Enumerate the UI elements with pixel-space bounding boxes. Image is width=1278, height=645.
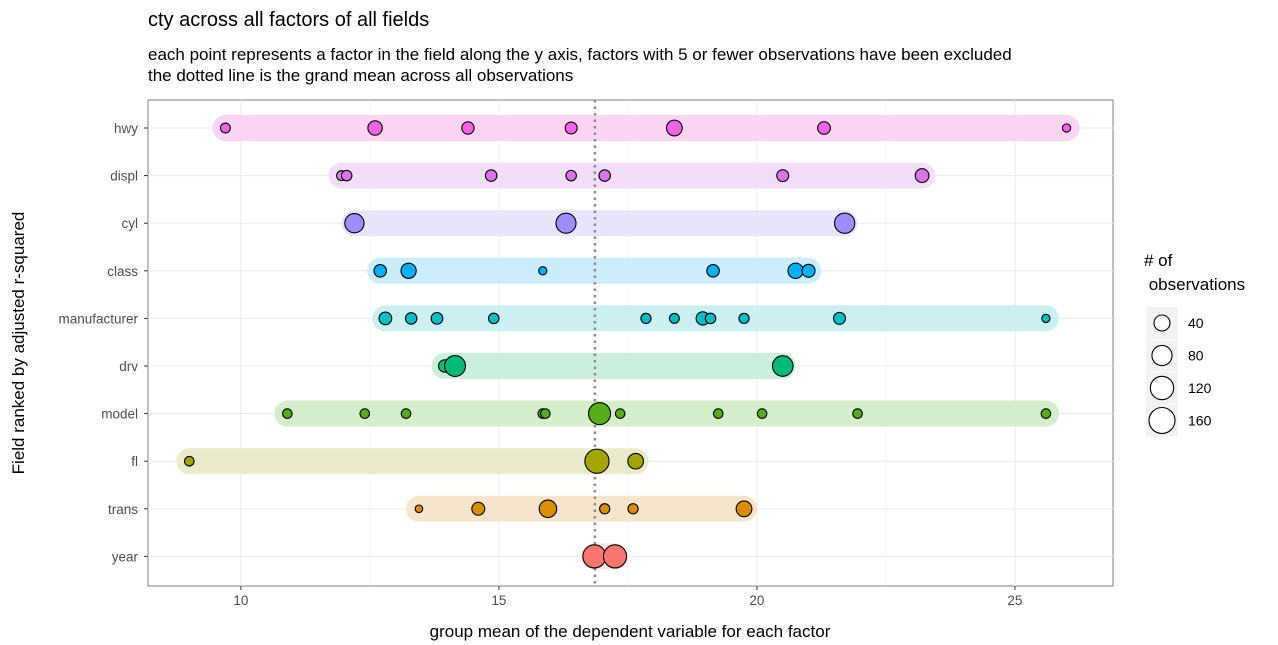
point-model [359, 408, 371, 419]
point-class [538, 266, 548, 276]
point-model [282, 408, 293, 419]
point-displ [484, 169, 498, 182]
y-tick-label: manufacturer [58, 311, 138, 326]
point-trans [599, 503, 611, 515]
point-manufacturer [404, 312, 418, 325]
y-tick-label: trans [108, 502, 138, 517]
point-hwy [219, 122, 231, 134]
point-class [400, 262, 417, 279]
point-manufacturer [430, 311, 444, 325]
point-manufacturer [832, 311, 847, 325]
point-model [400, 408, 412, 419]
point-cyl [555, 212, 577, 234]
point-class [706, 263, 720, 278]
point-manufacturer [378, 311, 393, 326]
point-manufacturer [704, 312, 717, 325]
point-hwy [1061, 123, 1072, 133]
point-hwy [461, 121, 475, 135]
point-year [602, 544, 628, 569]
legend-key-label: 80 [1188, 348, 1204, 364]
point-model [756, 408, 768, 419]
point-class [787, 262, 804, 280]
point-manufacturer [1041, 313, 1051, 324]
y-tick-label: class [107, 264, 138, 279]
point-hwy [665, 119, 683, 137]
y-tick-label: hwy [114, 121, 138, 136]
legend-key-label: 120 [1188, 380, 1212, 396]
point-hwy [817, 121, 831, 135]
legend-key-circle [1151, 344, 1173, 367]
point-model [540, 408, 551, 419]
point-model [1040, 408, 1052, 419]
y-tick-label: model [101, 407, 138, 422]
point-trans [627, 503, 639, 515]
point-manufacturer [640, 312, 652, 325]
point-trans [414, 504, 424, 514]
point-manufacturer [668, 312, 680, 324]
legend-title-line-1: # of [1144, 251, 1173, 270]
point-displ [598, 169, 611, 182]
point-model [587, 402, 612, 426]
y-tick-label: cyl [122, 216, 139, 231]
x-tick-label: 15 [491, 593, 506, 608]
legend-key-circle [1149, 375, 1175, 401]
point-manufacturer [487, 312, 500, 325]
point-cyl [344, 213, 365, 234]
point-trans [538, 499, 558, 519]
point-fl [584, 448, 610, 474]
point-hwy [564, 121, 578, 135]
x-tick-label: 20 [749, 593, 764, 608]
legend-key-label: 40 [1188, 315, 1204, 331]
point-displ [340, 169, 353, 182]
chart-subtitle-line-2: the dotted line is the grand mean across… [148, 66, 573, 85]
point-model [852, 408, 863, 419]
y-tick-label: displ [110, 169, 138, 184]
legend-key-circle [1153, 314, 1171, 332]
y-tick-label: drv [119, 359, 138, 374]
point-displ [565, 169, 577, 182]
point-model [712, 408, 724, 419]
point-displ [914, 168, 930, 184]
point-class [373, 263, 388, 278]
point-year [582, 544, 607, 569]
point-cyl [833, 212, 856, 234]
legend-key-circle [1148, 406, 1176, 435]
data-points [183, 119, 1072, 569]
point-class [801, 263, 816, 278]
point-trans [735, 500, 753, 518]
point-fl [183, 455, 195, 467]
chart-title: cty across all factors of all fields [148, 9, 429, 31]
point-model [614, 408, 626, 419]
legend-title-line-2: observations [1144, 275, 1245, 294]
x-tick-label: 25 [1007, 593, 1022, 608]
chart-subtitle-line-1: each point represents a factor in the fi… [148, 45, 1012, 64]
legend-key-label: 160 [1188, 413, 1212, 429]
size-legend: # of observations 40 80 120 160 [1144, 251, 1245, 437]
y-tick-label: year [112, 549, 139, 564]
x-axis-title: group mean of the dependent variable for… [430, 622, 831, 641]
point-trans [471, 501, 486, 516]
y-axis-title: Field ranked by adjusted r-squared [9, 212, 28, 475]
point-hwy [367, 120, 383, 136]
point-drv [771, 355, 794, 377]
axes: hwy displ cyl class manufacturer drv model fl tr… [58, 121, 1022, 608]
y-tick-label: fl [131, 454, 138, 469]
point-fl [627, 452, 645, 470]
point-drv [444, 355, 467, 377]
point-manufacturer [738, 312, 750, 325]
legend-keys: 40 80 120 160 [1146, 307, 1212, 437]
x-tick-label: 10 [233, 593, 248, 608]
point-displ [776, 169, 790, 183]
